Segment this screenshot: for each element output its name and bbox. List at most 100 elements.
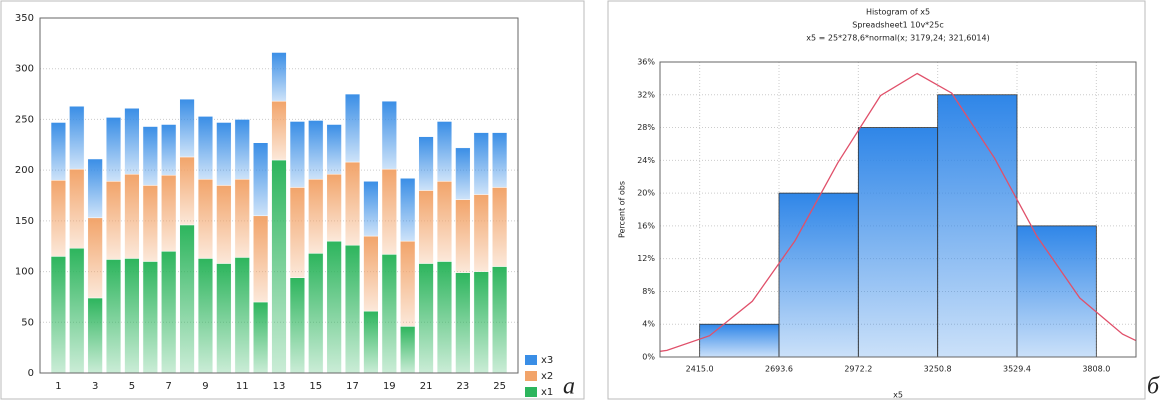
- x-tick-label: 21: [420, 381, 433, 392]
- y-tick-label: 4%: [642, 320, 655, 329]
- x-tick-label: 13: [273, 381, 286, 392]
- x-tick-label: 2972.2: [844, 365, 872, 374]
- panel-frame: [0, 0, 585, 400]
- y-tick-label: 20%: [637, 189, 655, 198]
- chart-title: Histogram of x5: [866, 8, 930, 17]
- x-tick-label: 9: [202, 381, 208, 392]
- bar-segment: [234, 179, 250, 258]
- bar-segment: [124, 108, 140, 175]
- bar-segment: [473, 132, 489, 195]
- bar-segment: [473, 271, 489, 374]
- x-tick-label: 5: [129, 381, 135, 392]
- bar-segment: [253, 215, 269, 303]
- y-tick-label: 28%: [637, 123, 655, 132]
- chart-subtitle: Spreadsheet1 10v*25c: [852, 21, 944, 30]
- bar-segment: [455, 147, 471, 200]
- legend-label: x1: [541, 387, 553, 398]
- panel-frame: [607, 0, 1146, 400]
- bar-segment: [326, 173, 342, 242]
- x-tick-label: 3808.0: [1082, 365, 1110, 374]
- bar-segment: [234, 257, 250, 374]
- bar-segment: [289, 121, 305, 188]
- bar-segment: [271, 159, 287, 374]
- y-tick-label: 50: [21, 317, 34, 328]
- histogram-bar: [699, 323, 780, 358]
- x-tick-label: 2693.6: [765, 365, 793, 374]
- legend-swatch: [525, 355, 537, 365]
- bar-segment: [142, 261, 158, 374]
- legend-swatch: [525, 371, 537, 381]
- bar-segment: [87, 217, 103, 299]
- bar-segment: [197, 258, 214, 374]
- y-tick-label: 24%: [637, 156, 655, 165]
- y-tick-label: 250: [15, 114, 34, 125]
- x-tick-label: 3529.4: [1003, 365, 1031, 374]
- bar-segment: [216, 122, 232, 186]
- y-tick-label: 100: [15, 267, 34, 278]
- bar-segment: [142, 185, 158, 262]
- bar-segment: [69, 168, 85, 249]
- bar-segment: [105, 181, 122, 260]
- bar-segment: [308, 253, 324, 374]
- panel-label: б: [1147, 374, 1160, 400]
- bar-segment: [492, 132, 508, 188]
- bar-segment: [253, 142, 269, 217]
- x-tick-label: 25: [493, 381, 506, 392]
- bar-segment: [418, 263, 434, 374]
- bar-segment: [161, 124, 177, 176]
- histogram-bar: [778, 192, 859, 358]
- bar-segment: [50, 180, 66, 257]
- bar-segment: [455, 272, 471, 374]
- bar-segment: [400, 326, 416, 374]
- y-tick-label: 16%: [637, 221, 655, 230]
- bar-segment: [400, 178, 416, 242]
- x-axis-label: x5: [893, 391, 903, 400]
- y-tick-label: 32%: [637, 90, 655, 99]
- x-tick-label: 2415.0: [686, 365, 714, 374]
- y-tick-label: 150: [15, 216, 34, 227]
- bar-segment: [271, 52, 287, 102]
- bar-segment: [69, 105, 85, 170]
- bar-segment: [344, 93, 361, 163]
- y-tick-label: 0%: [642, 353, 655, 362]
- bar-segment: [179, 156, 195, 226]
- legend-swatch: [525, 387, 537, 397]
- fit-curve: [660, 72, 1137, 352]
- x-tick-label: 3: [92, 381, 98, 392]
- bar-segment: [436, 121, 453, 182]
- bar-segment: [271, 100, 287, 161]
- bar-segment: [381, 254, 397, 374]
- plot-frame: [659, 61, 1137, 358]
- bar-segment: [87, 297, 103, 374]
- bar-segment: [363, 310, 379, 374]
- bar-segment: [308, 120, 324, 180]
- y-tick-label: 350: [15, 13, 34, 24]
- x-tick-label: 11: [236, 381, 249, 392]
- bar-segment: [344, 161, 361, 246]
- y-tick-label: 0: [28, 368, 34, 379]
- bar-segment: [363, 181, 379, 237]
- x-tick-label: 1: [55, 381, 61, 392]
- histogram-bar: [1016, 225, 1097, 358]
- bar-segment: [326, 240, 342, 374]
- bar-segment: [161, 174, 177, 252]
- x-tick-label: 19: [383, 381, 396, 392]
- bar-segment: [69, 247, 85, 374]
- y-tick-label: 12%: [637, 254, 655, 263]
- bar-segment: [381, 168, 397, 255]
- bar-segment: [161, 251, 177, 374]
- bar-segment: [381, 100, 397, 170]
- bar-segment: [197, 179, 214, 259]
- bar-segment: [344, 244, 361, 374]
- bar-segment: [142, 126, 158, 186]
- bar-segment: [289, 277, 305, 374]
- bar-segment: [400, 240, 416, 327]
- y-axis-label: Percent of obs: [618, 181, 627, 238]
- bar-segment: [234, 119, 250, 180]
- histogram-bar: [857, 127, 939, 358]
- bar-segment: [418, 190, 434, 264]
- bar-segment: [308, 179, 324, 254]
- bar-segment: [326, 124, 342, 175]
